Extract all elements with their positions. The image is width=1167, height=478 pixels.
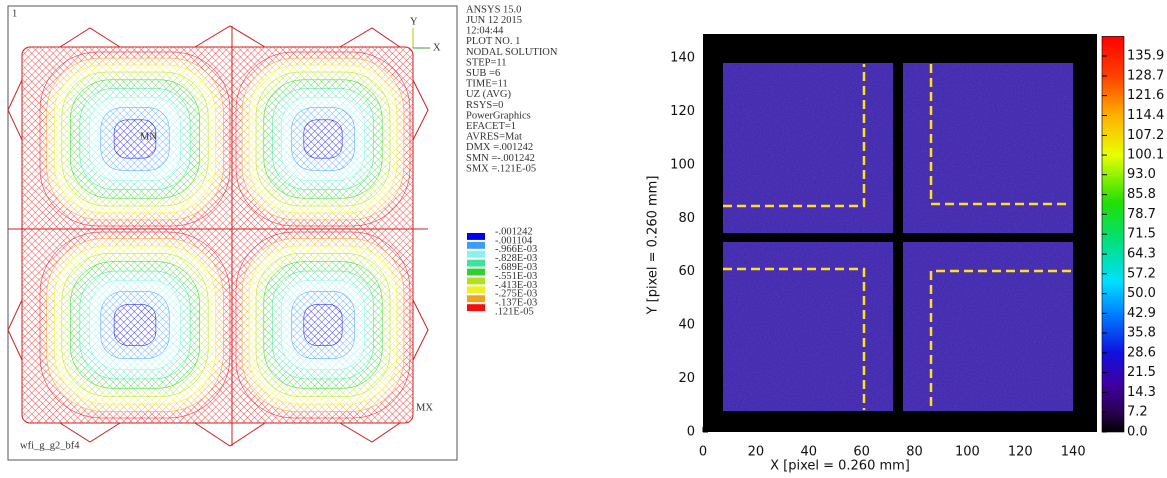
- colorbar-tick-label: 14.3: [1127, 385, 1156, 400]
- x-tick-label: 60: [853, 445, 870, 460]
- y-tick-label: 80: [678, 211, 695, 226]
- heatmap-panel: 0 20 40 60 80 100 120 140 0 20 40 60 80 100 120 140 X [p…: [646, 34, 1164, 474]
- info-line: PLOT NO. 1: [466, 36, 520, 47]
- gap-boundary: [929, 64, 1071, 206]
- triad-y-label: Y: [410, 16, 418, 27]
- frame-number: 1: [12, 8, 17, 19]
- info-line: UZ (AVG): [466, 89, 512, 100]
- info-line: SMX =.121E-05: [466, 163, 536, 174]
- legend-swatch: [467, 268, 485, 276]
- colorbar-tick-label: 114.4: [1127, 108, 1164, 123]
- y-tick-label: 120: [670, 104, 695, 119]
- colorbar-tick-label: 35.8: [1127, 325, 1156, 340]
- legend-value: -.966E-03: [495, 244, 537, 255]
- colorbar-tick-label: 128.7: [1127, 68, 1164, 83]
- x-tick-label: 80: [906, 445, 923, 460]
- x-tick-label: 40: [800, 445, 817, 460]
- contour-legend: -.001242-.001104-.966E-03-.828E-03-.689E…: [467, 226, 537, 318]
- colorbar-tick-label: 93.0: [1127, 167, 1156, 182]
- gap-boundary: [929, 269, 1071, 410]
- legend-swatch: [467, 277, 485, 285]
- gap-boundary: [723, 64, 866, 208]
- colorbar-tick-label: 0.0: [1127, 425, 1148, 440]
- info-line: PowerGraphics: [466, 110, 531, 121]
- colorbar-tick-label: 121.6: [1127, 88, 1164, 103]
- info-line: EFACET=1: [466, 121, 516, 132]
- x-tick-label: 0: [699, 445, 707, 460]
- info-line: SMN =-.001242: [466, 153, 535, 164]
- colorbar-tick-label: 50.0: [1127, 286, 1156, 301]
- legend-value: -.001242: [495, 226, 533, 237]
- legend-swatch: [467, 304, 485, 312]
- info-line: AVRES=Mat: [466, 132, 522, 143]
- contour-band: [303, 304, 343, 346]
- colorbar-tick-label: 7.2: [1127, 405, 1148, 420]
- legend-value: -.275E-03: [495, 289, 537, 300]
- legend-value: -.828E-03: [495, 253, 537, 264]
- colorbar-tick-label: 57.2: [1127, 266, 1156, 281]
- y-tick-label: 40: [678, 318, 695, 333]
- info-line: JUN 12 2015: [466, 15, 522, 26]
- min-marker: MN: [140, 131, 157, 142]
- gap-boundary: [723, 267, 866, 410]
- info-line: DMX =.001242: [466, 142, 533, 153]
- colorbar-tick-label: 85.8: [1127, 187, 1156, 202]
- fe-model: [8, 26, 428, 446]
- max-marker: MX: [416, 402, 433, 413]
- legend-value: -.137E-03: [495, 298, 537, 309]
- y-tick-label: 60: [678, 264, 695, 279]
- info-line: RSYS=0: [466, 100, 503, 111]
- contour-band: [113, 304, 157, 346]
- legend-value: -.551E-03: [495, 271, 537, 282]
- detector-noise: [903, 63, 1073, 233]
- colorbar-tick-label: 78.7: [1127, 207, 1156, 222]
- contour-band: [303, 119, 343, 159]
- info-line: ANSYS 15.0: [466, 4, 521, 15]
- triad-x-label: X: [433, 42, 441, 53]
- x-tick-label: 140: [1061, 445, 1086, 460]
- detector-noise: [723, 242, 893, 411]
- colorbar-tick-label: 100.1: [1127, 148, 1164, 163]
- colorbar-tick-label: 21.5: [1127, 365, 1156, 380]
- legend-swatch: [467, 250, 485, 258]
- info-line: NODAL SOLUTION: [466, 47, 558, 58]
- x-tick-label: 100: [955, 445, 980, 460]
- colorbar-tick-label: 64.3: [1127, 247, 1156, 262]
- y-tick-label: 100: [670, 157, 695, 172]
- colorbar-tick-label: 107.2: [1127, 128, 1164, 143]
- legend-swatch: [467, 241, 485, 249]
- y-tick-label: 20: [678, 371, 695, 386]
- detector-noise: [903, 242, 1073, 411]
- legend-value: -.413E-03: [495, 280, 537, 291]
- legend-value: .121E-05: [495, 307, 534, 318]
- info-line: TIME=11: [466, 79, 508, 90]
- legend-value: -.001104: [495, 235, 533, 246]
- colorbar-tick-label: 42.9: [1127, 306, 1156, 321]
- x-tick-label: 20: [748, 445, 765, 460]
- y-tick-label: 140: [670, 51, 695, 66]
- model-name: wfi_g_g2_bf4: [20, 440, 80, 451]
- info-line: 12:04:44: [466, 26, 504, 37]
- legend-swatch: [467, 295, 485, 303]
- detector-noise: [723, 63, 893, 233]
- legend-swatch: [467, 259, 485, 267]
- colorbar-tick-label: 135.9: [1127, 49, 1164, 64]
- colorbar-tick-label: 71.5: [1127, 227, 1156, 242]
- x-axis-label: X [pixel = 0.260 mm]: [770, 459, 910, 474]
- legend-swatch: [467, 286, 485, 294]
- info-line: STEP=11: [466, 57, 507, 68]
- y-tick-label: 0: [687, 425, 695, 440]
- support-spikes: [7, 25, 429, 447]
- legend-value: -.689E-03: [495, 262, 537, 273]
- contour-band: [113, 119, 157, 159]
- x-tick-label: 120: [1008, 445, 1033, 460]
- y-axis-label: Y [pixel = 0.260 mm]: [646, 176, 661, 316]
- info-line: SUB =6: [466, 68, 500, 79]
- legend-swatch: [467, 233, 485, 240]
- colorbar-tick-label: 28.6: [1127, 345, 1156, 360]
